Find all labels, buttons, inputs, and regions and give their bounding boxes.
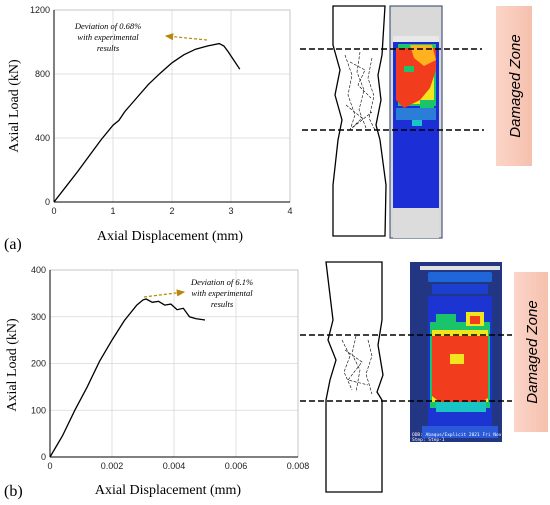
chart-b-ytick-label: 400 [31,265,46,275]
annotation-b-line-3: results [211,299,234,309]
chart-a-xtick-label: 2 [169,206,174,216]
chart-a-ticks: 0 1 2 3 4 0 400 800 1200 [30,5,293,216]
annotation-a-arrow [164,33,208,41]
chart-b-ytick-label: 100 [31,405,46,415]
chart-b: 0 0.002 0.004 0.006 0.008 0 100 200 300 400 Axial… [5,265,309,498]
damaged-zone-label-b: Damaged Zone [514,272,548,432]
chart-a-xtick-label: 4 [287,206,292,216]
chart-b-xtick-label: 0.002 [101,461,124,471]
chart-b-series-line [49,298,206,458]
panel-label-b: (b) [4,483,23,500]
chart-a-xlabel: Axial Displacement (mm) [97,229,244,244]
annotation-a-line-3: results [97,43,120,53]
chart-b-ytick-label: 0 [41,452,46,462]
chart-a-ytick-label: 800 [35,69,50,79]
annotation-b-arrow [143,289,186,298]
chart-b-xtick-label: 0 [47,461,52,471]
chart-b-xlabel: Axial Displacement (mm) [95,483,242,498]
specimen-outline-b [325,261,384,493]
contour-b-damage [430,312,490,412]
annotation-a-line-2: with experimental [77,32,139,42]
annotation-b-line-1: Deviation of 6.1% [190,277,253,287]
annotation-a: Deviation of 0.68% with experimental res… [74,21,208,53]
crack-lines-b [341,335,373,395]
chart-a-xtick-label: 3 [228,206,233,216]
contour-b-caption-1: ODB: Abaqus/Explicit 2021 Fri Nov 2 [412,432,507,438]
chart-b-grid [50,269,299,457]
chart-b-ytick-label: 300 [31,312,46,322]
chart-b-axes [49,269,299,458]
chart-b-ylabel: Axial Load (kN) [5,318,20,412]
chart-a-series-line [53,42,241,203]
chart-b-xtick-label: 0.006 [225,461,248,471]
annotation-b-line-2: with experimental [191,288,253,298]
chart-a-ylabel: Axial Load (kN) [7,59,22,153]
damaged-zone-text-b: Damaged Zone [524,300,541,403]
chart-b-ticks: 0 0.002 0.004 0.006 0.008 0 100 200 300 400 [31,265,309,471]
contour-b-caption-2: Step: Step-1 [412,437,445,443]
annotation-a-line-1: Deviation of 0.68% [74,21,141,31]
specimen-outline-a [332,5,387,237]
chart-a-ytick-label: 1200 [30,5,50,15]
damaged-zone-text-a: Damaged Zone [507,34,524,137]
chart-a-xtick-label: 0 [51,206,56,216]
contour-a-top-cap [393,36,439,42]
simulation-contour-b: ODB: Abaqus/Explicit 2021 Fri Nov 2 Step… [410,262,507,443]
crack-lines-a [344,51,376,131]
chart-a-axes [53,9,291,203]
specimen-sketch-b [325,261,384,493]
contour-a-damage [396,44,436,126]
specimen-sketch-a [332,5,387,237]
chart-a-xtick-label: 1 [110,206,115,216]
contour-b-top-plate [420,266,500,270]
panel-label-a: (a) [4,236,22,253]
annotation-b: Deviation of 6.1% with experimental resu… [143,277,253,309]
chart-b-ytick-label: 200 [31,359,46,369]
damaged-zone-label-a: Damaged Zone [496,6,532,166]
chart-a-ytick-label: 0 [45,197,50,207]
simulation-contour-a [389,5,443,239]
chart-a-ytick-label: 400 [35,133,50,143]
chart-b-xtick-label: 0.008 [287,461,310,471]
chart-a: 0 1 2 3 4 0 400 800 1200 Axial Displacement (mm)… [7,5,293,244]
contour-a-bottom-cap [393,208,439,238]
chart-b-xtick-label: 0.004 [163,461,186,471]
